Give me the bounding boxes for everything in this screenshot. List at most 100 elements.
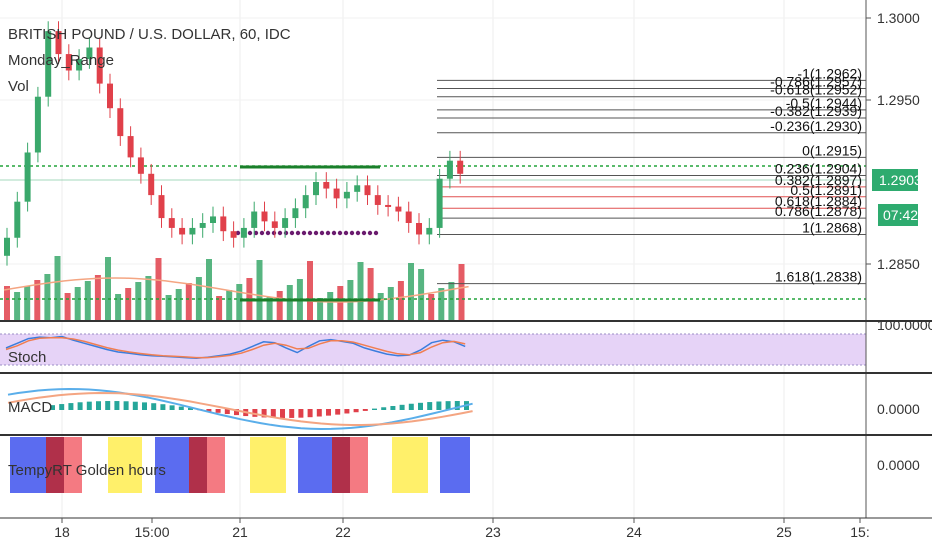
macd-bar (142, 402, 147, 410)
candle-body (210, 216, 216, 223)
purple-dot (283, 230, 289, 236)
volume-bar (74, 287, 81, 320)
volume-bar (236, 284, 243, 320)
purple-dot (235, 230, 241, 236)
candle-body (107, 83, 113, 109)
y-tick-label: 0.0000 (877, 401, 920, 417)
golden-hour-block (46, 437, 64, 493)
macd-bar (280, 409, 285, 418)
volume-bar (458, 264, 465, 320)
countdown-tag (878, 204, 918, 226)
time-axis[interactable]: 18 15:00 21 22 23 24 25 15: (54, 518, 870, 540)
volume-bar (327, 292, 334, 320)
fib-label: 0.382(1.2897) (775, 172, 862, 188)
x-tick-label: 23 (485, 524, 501, 540)
x-tick-label: 15: (850, 524, 869, 540)
candle-body (158, 195, 165, 219)
candle-body (189, 227, 196, 235)
volume-bar (367, 268, 374, 320)
candle-body (251, 211, 258, 228)
vol-label: Vol (8, 78, 29, 95)
purple-dot (355, 230, 361, 236)
golden-hour-block (155, 437, 189, 493)
candle-body (14, 201, 21, 238)
golden-hour-block (392, 437, 428, 493)
candle-body (395, 206, 402, 212)
purple-dot (289, 230, 295, 236)
volume-bar (387, 287, 394, 320)
macd-bar (234, 409, 239, 416)
price-axis[interactable]: 1.3000 1.2950 1.2850 100.0000 0.0000 0.0000 (866, 10, 932, 473)
volume-bar (438, 288, 445, 320)
price-candles (4, 21, 464, 266)
purple-dot (313, 230, 319, 236)
volume-bar (165, 295, 172, 320)
golden-hour-block (189, 437, 207, 493)
macd-bar (445, 401, 451, 410)
purple-dot (331, 230, 337, 236)
macd-bar (261, 409, 267, 418)
fib-levels (437, 79, 866, 285)
candle-body (374, 195, 381, 205)
candle-body (45, 31, 52, 97)
macd-bar (436, 401, 442, 410)
fib-label: 0.236(1.2904) (775, 160, 862, 176)
volume-bar (135, 282, 142, 320)
macd-bar (68, 403, 74, 410)
candle-body (4, 237, 10, 256)
purple-dot (307, 230, 313, 236)
candle-body (302, 195, 309, 209)
macd-bar (77, 402, 83, 410)
macd-bar (289, 409, 295, 418)
volume-bar (397, 281, 404, 320)
volume-bar (276, 291, 283, 320)
purple-dot (277, 230, 283, 236)
fib-label: 0.5(1.2891) (790, 182, 862, 198)
volume-bar (256, 260, 263, 320)
macd-bar (215, 409, 221, 413)
fib-label: -0.5(1.2944) (786, 95, 862, 111)
fib-label: -0.382(1.2939) (770, 103, 862, 119)
candle-body (436, 178, 443, 228)
macd-bar (86, 401, 92, 410)
stoch-band (0, 334, 866, 365)
golden-hours-label: TempyRT Golden hours (8, 462, 166, 479)
candle-body (117, 108, 124, 137)
x-tick-label: 24 (626, 524, 642, 540)
volume-bar (428, 294, 435, 320)
volume-bar (377, 293, 384, 320)
fib-label: 1(1.2868) (802, 219, 862, 235)
volume-bar (84, 281, 91, 320)
y-tick-label: 0.0000 (877, 457, 920, 473)
candle-body (271, 221, 278, 228)
macd-bar (390, 406, 396, 410)
stoch-label: Stoch (8, 349, 47, 366)
volume-bar (216, 296, 223, 320)
golden-hour-block (207, 437, 225, 493)
purple-dot (349, 230, 355, 236)
fib-label: 1.618(1.2838) (775, 269, 862, 285)
golden-hour-block (298, 437, 332, 493)
volume-bar (226, 290, 233, 320)
purple-dot (367, 230, 373, 236)
candle-body (24, 152, 31, 202)
monday-range-label: Monday_Range (8, 52, 114, 69)
macd-bar (123, 401, 129, 410)
volume-bar (175, 289, 182, 320)
macd-bar (151, 403, 157, 410)
golden-hour-block (440, 437, 470, 493)
volume-bar (307, 261, 313, 320)
x-tick-label: 21 (232, 524, 248, 540)
stoch-d-line (5, 336, 466, 359)
purple-dot (361, 230, 367, 236)
candle-body (76, 59, 83, 71)
volume-bar (317, 298, 324, 320)
candle-body (426, 227, 433, 235)
macd-bar (298, 409, 304, 418)
purple-dot (247, 230, 253, 236)
macd-bar (96, 401, 101, 410)
candle-body (416, 223, 422, 235)
volume-bar (54, 256, 61, 320)
fib-label: 0.786(1.2878) (775, 203, 862, 219)
